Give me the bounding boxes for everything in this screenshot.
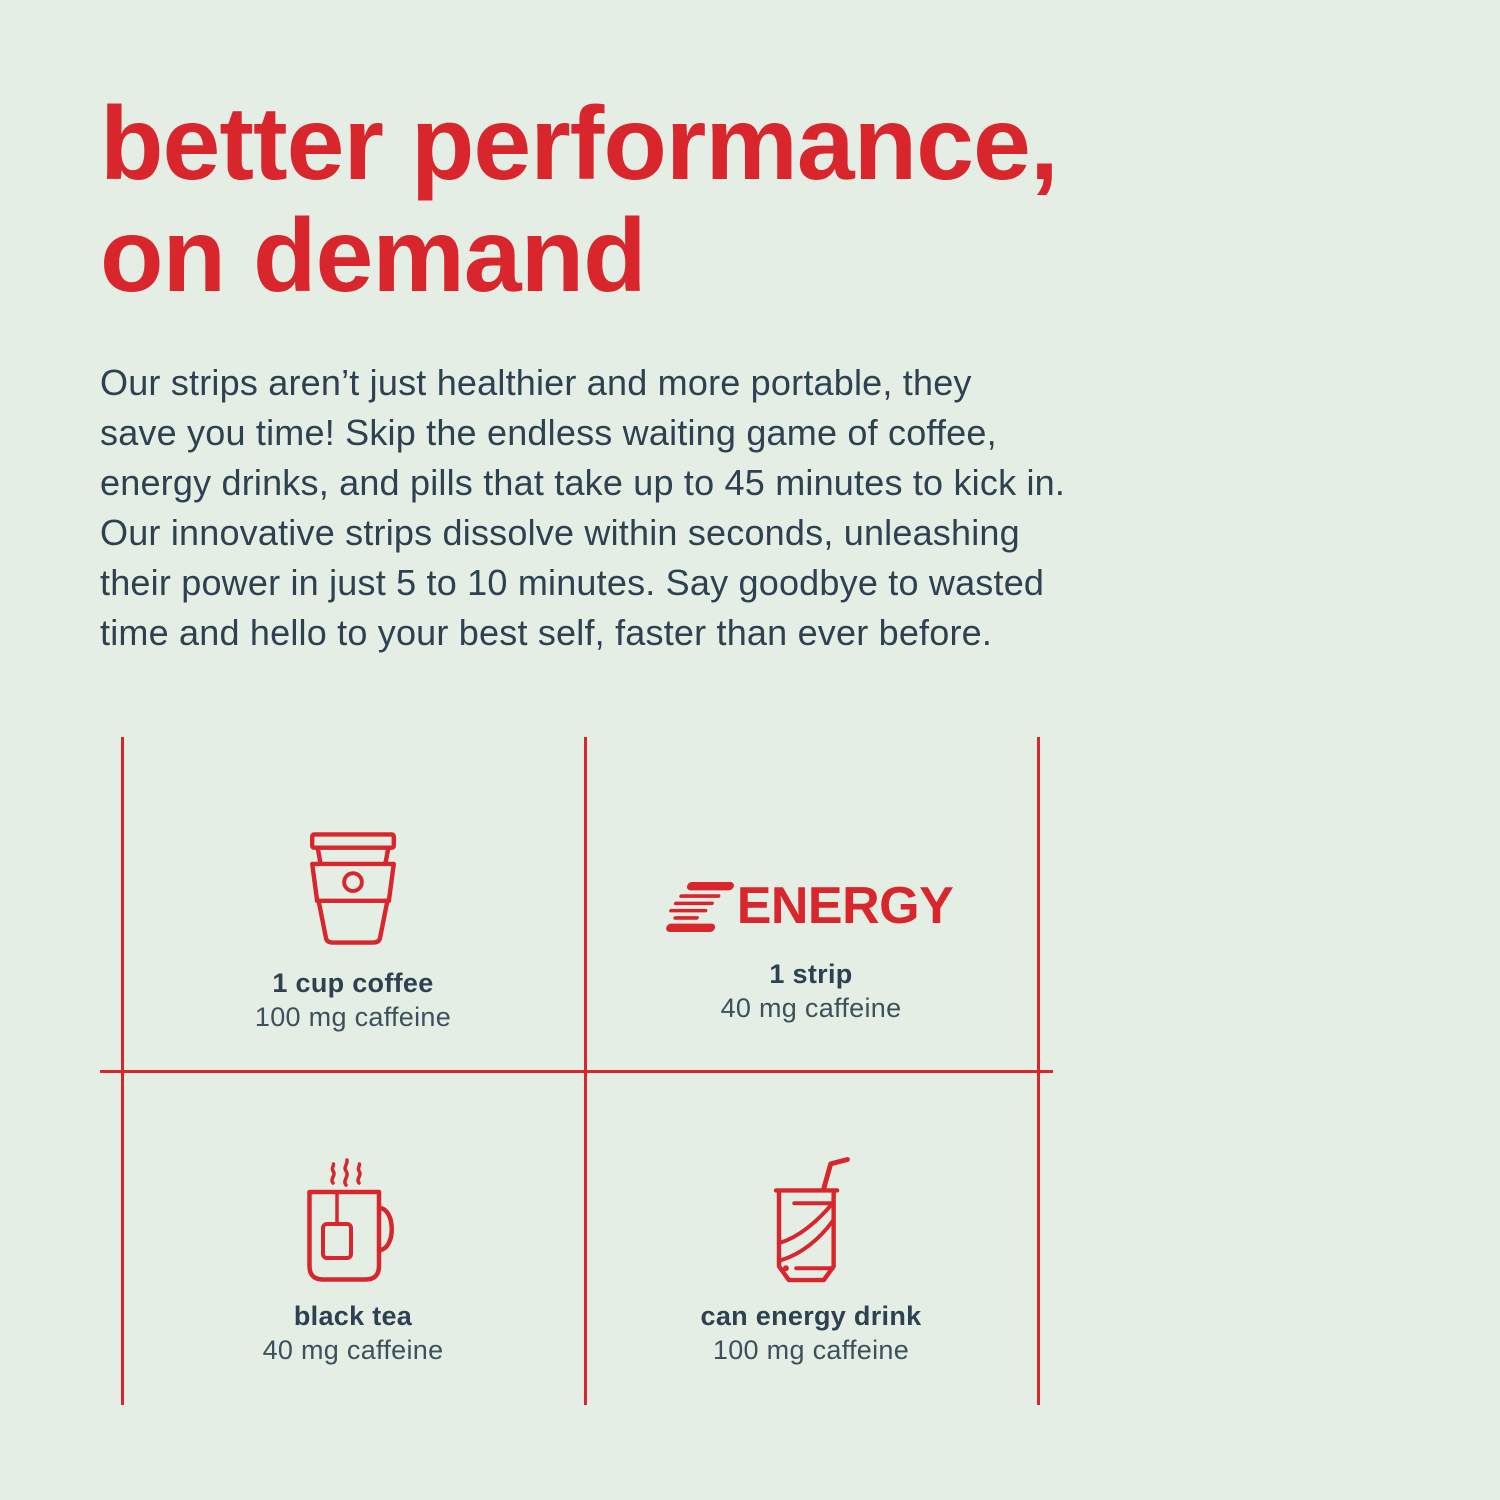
page-title-line1: better performance, <box>100 86 1059 202</box>
item-name-label: 1 strip <box>769 959 853 989</box>
page-title-line2: on demand <box>100 198 647 314</box>
page-title: better performance, on demand <box>100 86 1059 314</box>
comparison-cell-labels: can energy drink 100 mg caffeine <box>701 1299 922 1367</box>
grid-horizontal-line <box>100 1070 1053 1073</box>
item-name-label: can energy drink <box>700 1301 922 1331</box>
item-name-label: 1 cup coffee <box>272 968 434 998</box>
comparison-cell-labels: 1 strip 40 mg caffeine <box>721 957 902 1025</box>
body-text-line: time and hello to your best self, faster… <box>100 612 993 653</box>
zenergy-logo: ENERGY <box>665 877 954 936</box>
item-caffeine-label: 40 mg caffeine <box>262 1335 444 1365</box>
item-caffeine-label: 100 mg caffeine <box>254 1002 452 1032</box>
tea-mug-icon <box>307 1158 399 1284</box>
comparison-cell-black-tea: black tea 40 mg caffeine <box>122 1073 584 1367</box>
comparison-cell-energy-drink: can energy drink 100 mg caffeine <box>585 1073 1037 1367</box>
comparison-cell-zenergy-strip: ENERGY 1 strip 40 mg caffeine <box>585 737 1037 1025</box>
body-text-line: energy drinks, and pills that take up to… <box>100 462 1066 503</box>
item-caffeine-label: 40 mg caffeine <box>720 993 902 1023</box>
body-paragraph: Our strips aren’t just healthier and mor… <box>100 358 1065 658</box>
zenergy-wordmark: ENERGY <box>736 877 954 935</box>
body-text-line: Our innovative strips dissolve within se… <box>100 512 1020 553</box>
energy-can-icon <box>771 1156 851 1284</box>
comparison-cell-labels: 1 cup coffee 100 mg caffeine <box>255 966 451 1034</box>
body-text-line: their power in just 5 to 10 minutes. Say… <box>100 562 1045 603</box>
item-caffeine-label: 100 mg caffeine <box>712 1335 910 1365</box>
comparison-cell-labels: black tea 40 mg caffeine <box>263 1299 444 1367</box>
body-text-line: Our strips aren’t just healthier and mor… <box>100 362 972 403</box>
coffee-cup-icon <box>309 832 397 945</box>
body-text-line: save you time! Skip the endless waiting … <box>100 412 997 453</box>
comparison-cell-coffee: 1 cup coffee 100 mg caffeine <box>122 737 584 1034</box>
z-speed-lines-icon <box>664 881 735 933</box>
item-name-label: black tea <box>293 1301 413 1331</box>
